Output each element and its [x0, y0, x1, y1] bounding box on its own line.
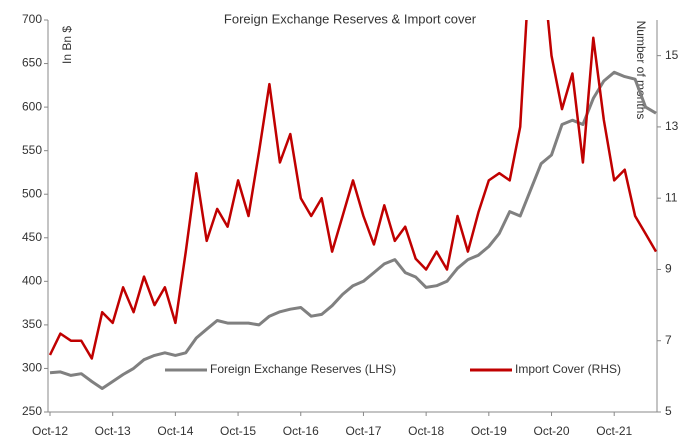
x-tick-label: Oct-19: [471, 424, 507, 437]
series-line: [48, 20, 657, 360]
legend-label: Foreign Exchange Reserves (LHS): [210, 362, 396, 376]
series-line: [49, 70, 657, 390]
x-tick-label: Oct-18: [408, 424, 444, 437]
x-tick-label: Oct-14: [157, 424, 193, 437]
x-tick-label: Oct-15: [220, 424, 256, 437]
y-tick-label: 250: [22, 404, 42, 418]
y-tick-label: 400: [22, 274, 42, 288]
chart-title: Foreign Exchange Reserves & Import cover: [224, 11, 477, 26]
y2-tick-label: 11: [665, 190, 678, 204]
y-tick-label: 600: [22, 99, 42, 113]
y2-axis-label: Number of months: [634, 21, 648, 120]
y2-tick-label: 9: [665, 262, 672, 276]
x-tick-label: Oct-16: [283, 424, 319, 437]
y-tick-label: 650: [22, 56, 42, 70]
x-tick-label: Oct-21: [596, 424, 632, 437]
y-tick-label: 350: [22, 317, 42, 331]
y-tick-label: 300: [22, 361, 42, 375]
x-tick-label: Oct-12: [32, 424, 68, 437]
plot: [48, 20, 657, 390]
y-tick-label: 700: [22, 12, 42, 26]
y-axis-label: In Bn $: [60, 26, 74, 64]
legend-label: Import Cover (RHS): [515, 362, 621, 376]
y-tick-label: 500: [22, 186, 42, 200]
y2-tick-label: 13: [665, 119, 679, 133]
y-tick-label: 550: [22, 143, 42, 157]
x-tick-label: Oct-20: [534, 424, 570, 437]
y2-tick-label: 7: [665, 333, 672, 347]
y2-tick-label: 5: [665, 404, 672, 418]
x-tick-label: Oct-17: [345, 424, 381, 437]
x-tick-label: Oct-13: [95, 424, 131, 437]
y2-tick-label: 15: [665, 48, 679, 62]
y-tick-label: 450: [22, 230, 42, 244]
